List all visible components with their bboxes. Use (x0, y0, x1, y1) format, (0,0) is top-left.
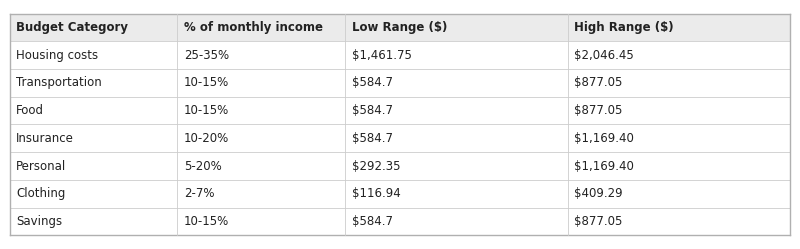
Text: $584.7: $584.7 (352, 215, 393, 228)
Text: 10-15%: 10-15% (184, 76, 229, 89)
Bar (10, 180, 790, 208)
Text: Transportation: Transportation (16, 76, 102, 89)
Text: % of monthly income: % of monthly income (184, 21, 323, 34)
Text: Housing costs: Housing costs (16, 49, 98, 62)
Text: Personal: Personal (16, 160, 66, 173)
Text: $2,046.45: $2,046.45 (574, 49, 634, 62)
Bar (10, 97, 790, 124)
Text: $116.94: $116.94 (352, 187, 401, 200)
Text: $584.7: $584.7 (352, 104, 393, 117)
Text: $584.7: $584.7 (352, 76, 393, 89)
Bar (10, 208, 790, 235)
Bar (10, 69, 790, 97)
Text: Savings: Savings (16, 215, 62, 228)
Text: Low Range ($): Low Range ($) (352, 21, 447, 34)
Text: Insurance: Insurance (16, 132, 74, 145)
Text: Clothing: Clothing (16, 187, 66, 200)
Text: 2-7%: 2-7% (184, 187, 214, 200)
Text: Budget Category: Budget Category (16, 21, 128, 34)
Text: $1,169.40: $1,169.40 (574, 132, 634, 145)
Text: High Range ($): High Range ($) (574, 21, 674, 34)
Bar (10, 124, 790, 152)
Text: 5-20%: 5-20% (184, 160, 222, 173)
Bar (10, 14, 790, 41)
Text: 10-15%: 10-15% (184, 215, 229, 228)
Bar (10, 41, 790, 69)
Text: 25-35%: 25-35% (184, 49, 229, 62)
Text: $877.05: $877.05 (574, 76, 622, 89)
Text: 10-20%: 10-20% (184, 132, 229, 145)
Text: $877.05: $877.05 (574, 104, 622, 117)
Text: $1,461.75: $1,461.75 (352, 49, 412, 62)
Text: $409.29: $409.29 (574, 187, 623, 200)
Text: 10-15%: 10-15% (184, 104, 229, 117)
Text: $1,169.40: $1,169.40 (574, 160, 634, 173)
Text: $877.05: $877.05 (574, 215, 622, 228)
Text: Food: Food (16, 104, 44, 117)
Text: $584.7: $584.7 (352, 132, 393, 145)
Bar (10, 152, 790, 180)
Text: $292.35: $292.35 (352, 160, 400, 173)
Bar (10, 14, 790, 235)
